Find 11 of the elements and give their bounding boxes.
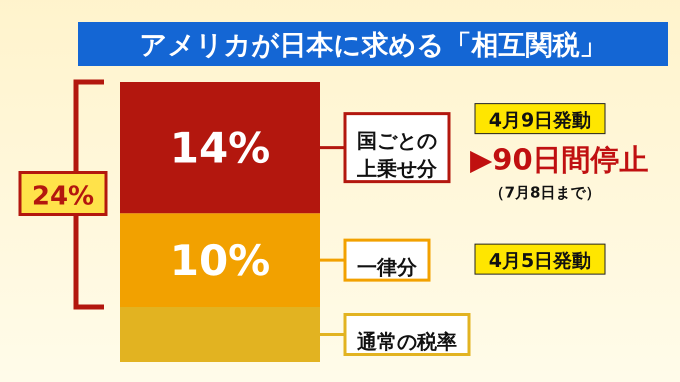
text: 4月5日発動 [488,250,592,272]
data-label: 14% [170,124,270,173]
legend-label: 通常の税率 [356,330,457,354]
chart-title: アメリカが日本に求める「相互関税」 [140,30,606,61]
text: 24% [32,182,94,212]
text: （7月8日まで） [490,184,600,202]
data-label: 10% [170,236,270,286]
text: 4月9日発動 [488,110,592,132]
legend-label: 国ごとの上乗せ分 [356,128,438,181]
text: ▶90日間停止 [470,142,649,177]
legend-label: 一律分 [357,255,418,280]
